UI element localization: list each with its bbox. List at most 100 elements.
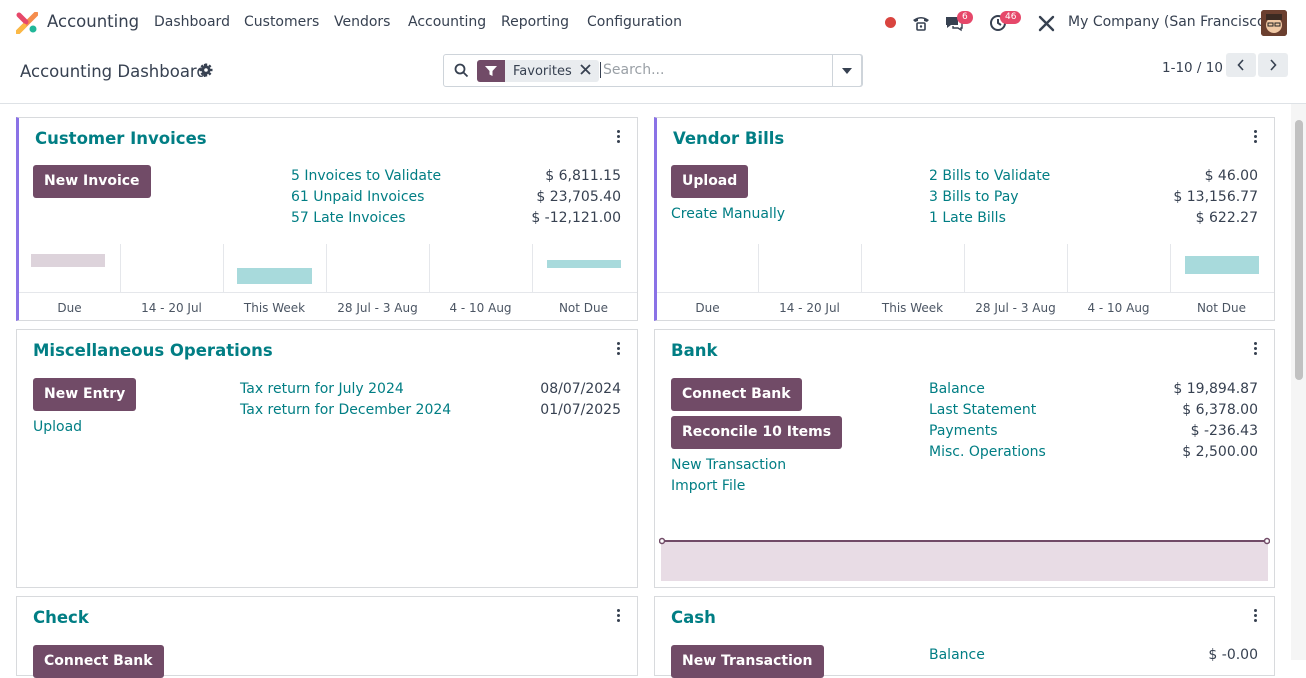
last-statement-link[interactable]: Last Statement bbox=[929, 402, 1037, 418]
gear-icon[interactable] bbox=[199, 63, 213, 77]
misc-operations-link[interactable]: Misc. Operations bbox=[929, 444, 1046, 460]
menu-dashboard[interactable]: Dashboard bbox=[154, 14, 230, 30]
graph-label: This Week bbox=[243, 301, 306, 315]
graph-gridline bbox=[964, 244, 965, 292]
payments-link[interactable]: Payments bbox=[929, 423, 998, 439]
balance-link[interactable]: Balance bbox=[929, 647, 985, 663]
remove-facet-close-icon[interactable] bbox=[580, 63, 599, 79]
graph-bar-due[interactable] bbox=[31, 254, 105, 267]
late-bills-link[interactable]: 1 Late Bills bbox=[929, 210, 1006, 226]
graph-bar-not-due[interactable] bbox=[1185, 256, 1259, 274]
card-title[interactable]: Bank bbox=[671, 341, 718, 360]
pager-value[interactable]: 1-10 / 10 bbox=[1162, 60, 1223, 76]
company-switcher[interactable]: My Company (San Francisco) bbox=[1068, 14, 1271, 30]
graph-gridline bbox=[1170, 244, 1171, 292]
invoices-to-validate-amount: $ 6,811.15 bbox=[545, 168, 621, 184]
new-entry-button[interactable]: New Entry bbox=[33, 378, 137, 411]
graph-gridline bbox=[326, 244, 327, 292]
facet-label: Favorites bbox=[513, 63, 572, 79]
top-navbar: Accounting Dashboard Customers Vendors A… bbox=[0, 0, 1306, 46]
menu-accounting[interactable]: Accounting bbox=[408, 14, 487, 30]
balance-amount: $ -0.00 bbox=[1208, 647, 1258, 663]
menu-customers[interactable]: Customers bbox=[244, 14, 320, 30]
card-menu-icon[interactable] bbox=[617, 342, 621, 357]
pager-previous-button[interactable] bbox=[1226, 53, 1256, 77]
graph-label: Not Due bbox=[1196, 301, 1247, 315]
recording-status-icon[interactable] bbox=[885, 17, 896, 28]
late-invoices-link[interactable]: 57 Late Invoices bbox=[291, 210, 406, 226]
reconcile-items-button[interactable]: Reconcile 10 Items bbox=[671, 416, 843, 449]
search-options-toggle[interactable] bbox=[832, 54, 862, 87]
app-name[interactable]: Accounting bbox=[47, 12, 140, 31]
graph-gridline bbox=[758, 244, 759, 292]
menu-vendors[interactable]: Vendors bbox=[334, 14, 391, 30]
upload-link[interactable]: Upload bbox=[33, 419, 83, 435]
create-manually-link[interactable]: Create Manually bbox=[671, 206, 786, 222]
graph-bar-not-due[interactable] bbox=[547, 260, 621, 268]
user-avatar[interactable] bbox=[1261, 10, 1287, 36]
card-title[interactable]: Vendor Bills bbox=[673, 129, 785, 148]
cash-card: Cash New Transaction Balance $ -0.00 bbox=[654, 596, 1275, 678]
import-file-link[interactable]: Import File bbox=[671, 478, 746, 494]
filter-icon bbox=[477, 60, 505, 82]
upload-bill-button[interactable]: Upload bbox=[671, 165, 749, 198]
bank-balance-line-graph[interactable] bbox=[659, 536, 1270, 584]
menu-configuration[interactable]: Configuration bbox=[587, 14, 682, 30]
misc-operations-card: Miscellaneous Operations New Entry Uploa… bbox=[16, 329, 638, 588]
new-transaction-link[interactable]: New Transaction bbox=[671, 457, 787, 473]
invoices-aging-graph[interactable] bbox=[19, 244, 637, 292]
misc-operations-amount: $ 2,500.00 bbox=[1182, 444, 1258, 460]
card-menu-icon[interactable] bbox=[1254, 609, 1258, 624]
new-transaction-button[interactable]: New Transaction bbox=[671, 645, 824, 678]
menu-reporting[interactable]: Reporting bbox=[501, 14, 570, 30]
card-menu-icon[interactable] bbox=[1254, 130, 1258, 145]
messages-badge: 6 bbox=[957, 11, 973, 24]
graph-bar-this-week[interactable] bbox=[237, 268, 312, 284]
pager-next-button[interactable] bbox=[1258, 53, 1288, 77]
unpaid-invoices-amount: $ 23,705.40 bbox=[536, 189, 621, 205]
graph-label: 4 - 10 Aug bbox=[449, 301, 512, 315]
graph-label: Due bbox=[695, 301, 720, 315]
graph-label: 4 - 10 Aug bbox=[1087, 301, 1150, 315]
card-title[interactable]: Check bbox=[33, 608, 89, 627]
bills-to-pay-amount: $ 13,156.77 bbox=[1173, 189, 1258, 205]
bills-to-validate-link[interactable]: 2 Bills to Validate bbox=[929, 168, 1051, 184]
bank-card: Bank Connect Bank Reconcile 10 Items New… bbox=[654, 329, 1275, 588]
graph-axis bbox=[657, 292, 1274, 293]
page-title: Accounting Dashboard bbox=[20, 62, 207, 81]
late-bills-amount: $ 622.27 bbox=[1195, 210, 1258, 226]
search-input[interactable] bbox=[600, 62, 830, 78]
control-panel: Accounting Dashboard Favorites 1-10 / 10 bbox=[0, 46, 1306, 104]
search-icon[interactable] bbox=[454, 63, 469, 78]
graph-axis bbox=[19, 292, 637, 293]
connect-bank-button[interactable]: Connect Bank bbox=[671, 378, 802, 411]
graph-gridline bbox=[223, 244, 224, 292]
debug-tools-icon[interactable] bbox=[1038, 15, 1055, 32]
graph-gridline bbox=[429, 244, 430, 292]
new-invoice-button[interactable]: New Invoice bbox=[33, 165, 151, 198]
invoices-to-validate-link[interactable]: 5 Invoices to Validate bbox=[291, 168, 442, 184]
bills-to-validate-amount: $ 46.00 bbox=[1204, 168, 1258, 184]
balance-link[interactable]: Balance bbox=[929, 381, 985, 397]
tax-return-december-link[interactable]: Tax return for December 2024 bbox=[240, 402, 452, 418]
bills-to-pay-link[interactable]: 3 Bills to Pay bbox=[929, 189, 1019, 205]
card-menu-icon[interactable] bbox=[617, 609, 621, 624]
unpaid-invoices-link[interactable]: 61 Unpaid Invoices bbox=[291, 189, 425, 205]
card-title[interactable]: Customer Invoices bbox=[35, 129, 207, 148]
card-menu-icon[interactable] bbox=[1254, 342, 1258, 357]
balance-amount: $ 19,894.87 bbox=[1173, 381, 1258, 397]
card-title[interactable]: Cash bbox=[671, 608, 716, 627]
connect-bank-button[interactable]: Connect Bank bbox=[33, 645, 164, 678]
late-invoices-amount: $ -12,121.00 bbox=[531, 210, 621, 226]
card-title[interactable]: Miscellaneous Operations bbox=[33, 341, 273, 360]
tax-return-july-date: 08/07/2024 bbox=[540, 381, 621, 397]
graph-gridline bbox=[120, 244, 121, 292]
scrollbar-thumb[interactable] bbox=[1295, 120, 1303, 380]
app-logo-icon[interactable] bbox=[16, 12, 38, 34]
tax-return-july-link[interactable]: Tax return for July 2024 bbox=[240, 381, 404, 397]
card-menu-icon[interactable] bbox=[617, 130, 621, 145]
phone-icon[interactable] bbox=[911, 13, 931, 33]
bills-aging-graph[interactable] bbox=[657, 244, 1274, 292]
chevron-right-icon bbox=[1270, 59, 1277, 71]
graph-label: 28 Jul - 3 Aug bbox=[975, 301, 1056, 315]
